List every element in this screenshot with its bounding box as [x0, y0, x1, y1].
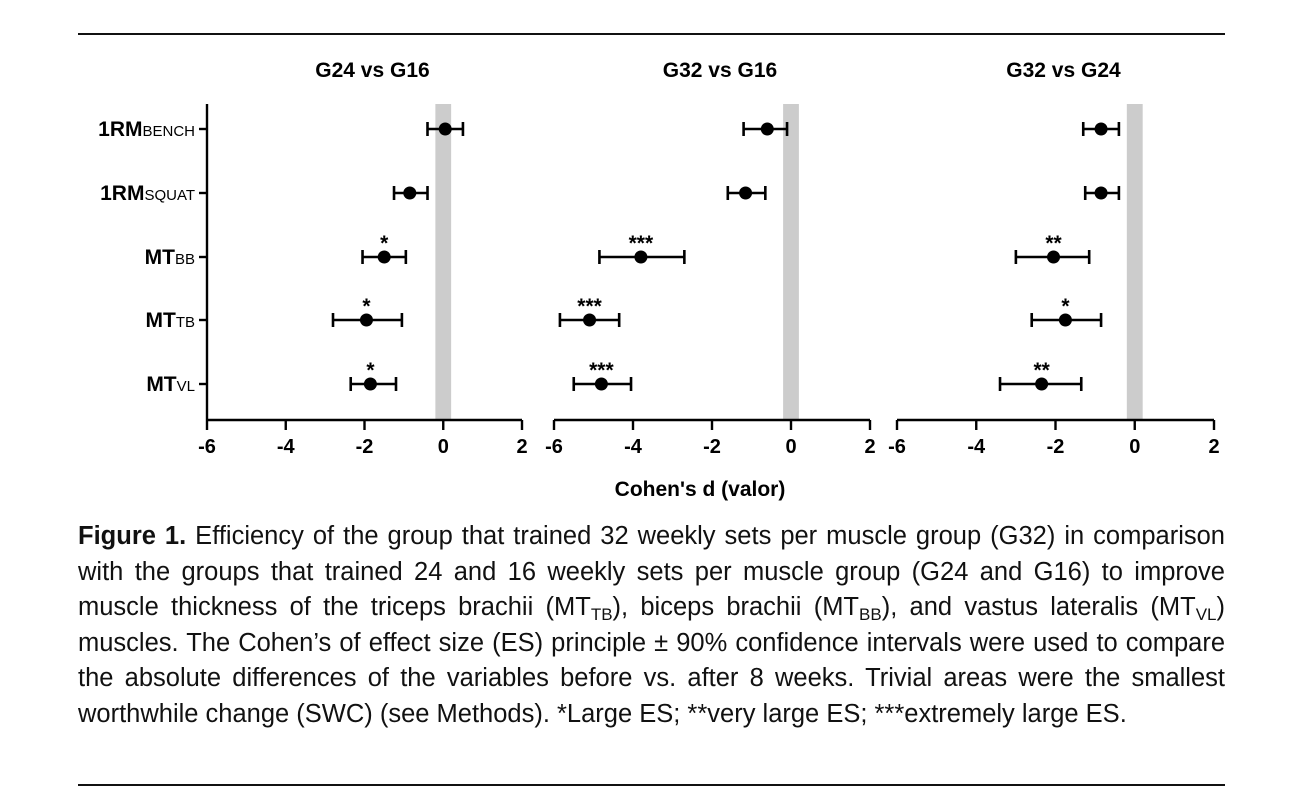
top-rule	[78, 33, 1225, 35]
y-tick-label: 1RMBENCH	[98, 118, 195, 141]
x-tick-label: -4	[624, 436, 643, 458]
panel-title: G32 vs G24	[1006, 59, 1121, 82]
y-tick-label-sub: SQUAT	[144, 187, 195, 204]
x-tick-label: 2	[516, 436, 527, 458]
effect-point	[363, 377, 377, 391]
x-tick-label: 0	[1129, 436, 1140, 458]
x-tick-label: -6	[888, 436, 906, 458]
y-tick-label: MTTB	[146, 309, 196, 332]
caption-text-4: ) muscles. The Cohen’s of effect size (E…	[78, 593, 1225, 728]
y-tick-label-main: 1RM	[100, 182, 144, 205]
y-tick-label: MTBB	[145, 246, 195, 269]
significance-marker: **	[1033, 359, 1050, 382]
effect-point	[377, 250, 391, 264]
x-tick-label: 0	[438, 436, 449, 458]
y-tick-label-main: MT	[145, 246, 175, 269]
x-tick-label: 0	[785, 436, 796, 458]
x-tick-label: -4	[967, 436, 986, 458]
swc-band	[783, 104, 799, 420]
effect-point	[583, 313, 597, 327]
y-tick-label-main: MT	[146, 309, 176, 332]
y-tick-label: 1RMSQUAT	[100, 182, 195, 205]
significance-marker: ***	[629, 232, 654, 255]
significance-marker: ***	[577, 295, 602, 318]
panel-title: G32 vs G16	[663, 59, 777, 82]
bottom-rule	[78, 784, 1225, 786]
significance-marker: **	[1045, 232, 1062, 255]
effect-point	[1094, 186, 1108, 200]
figure-caption: Figure 1. Efficiency of the group that t…	[78, 519, 1225, 733]
significance-marker: *	[1061, 295, 1070, 318]
effect-point	[760, 122, 774, 136]
effect-point	[739, 186, 753, 200]
y-tick-label-main: MT	[146, 373, 176, 396]
y-tick-label-sub: TB	[176, 314, 195, 331]
significance-marker: *	[380, 232, 389, 255]
panel-title: G24 vs G16	[315, 59, 429, 82]
caption-sub-vl: VL	[1195, 605, 1217, 625]
x-tick-label: -2	[356, 436, 374, 458]
y-tick-label-sub: BB	[175, 251, 195, 268]
x-tick-label: -6	[545, 436, 563, 458]
x-tick-label: 2	[864, 436, 875, 458]
y-tick-label: MTVL	[146, 373, 195, 396]
effect-point	[1035, 377, 1049, 391]
effect-point	[594, 377, 608, 391]
effect-point	[359, 313, 373, 327]
caption-sub-tb: TB	[590, 605, 613, 625]
x-tick-label: -2	[1047, 436, 1065, 458]
caption-text-3: ), and vastus lateralis (MT	[881, 593, 1196, 622]
caption-text-2: ), biceps brachii (MT	[612, 593, 860, 622]
effect-point	[1094, 122, 1108, 136]
x-tick-label: -6	[198, 436, 216, 458]
swc-band	[435, 104, 452, 420]
effect-point	[1047, 250, 1061, 264]
effect-point	[1058, 313, 1072, 327]
effect-point	[403, 186, 417, 200]
swc-band	[1126, 104, 1143, 420]
effect-point	[634, 250, 648, 264]
x-tick-label: 2	[1208, 436, 1219, 458]
x-axis-title: Cohen's d (valor)	[615, 478, 786, 501]
caption-sub-bb: BB	[859, 605, 882, 625]
x-tick-label: -4	[277, 436, 296, 458]
effect-point	[438, 122, 452, 136]
significance-marker: ***	[589, 359, 614, 382]
y-tick-label-sub: BENCH	[142, 123, 195, 140]
significance-marker: *	[366, 359, 375, 382]
significance-marker: *	[362, 295, 371, 318]
y-tick-label-sub: VL	[177, 378, 195, 395]
caption-text-1: Efficiency of the group that trained 32 …	[78, 522, 1225, 622]
y-tick-label-main: 1RM	[98, 118, 142, 141]
x-tick-label: -2	[703, 436, 721, 458]
caption-label: Figure 1.	[78, 522, 187, 550]
